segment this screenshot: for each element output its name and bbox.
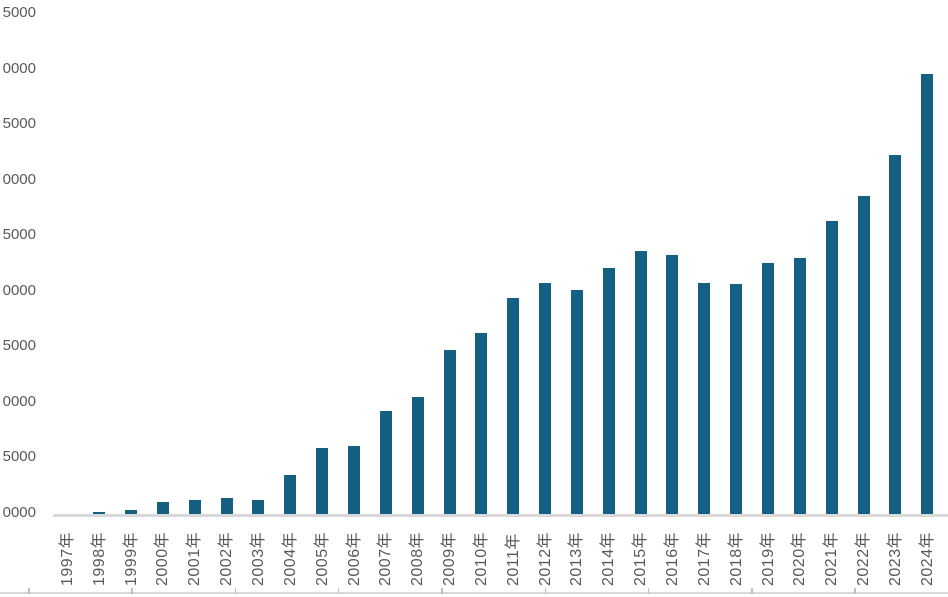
bar-2017年[interactable] — [698, 282, 711, 514]
x-axis-label: 2005年 — [313, 531, 331, 586]
sheet-column-border-tick — [854, 588, 856, 594]
x-axis-label: 2012年 — [536, 531, 554, 586]
sheet-column-border-tick — [544, 588, 546, 594]
x-axis-label: 2007年 — [377, 531, 395, 586]
y-axis-label: 5000 — [2, 448, 36, 466]
x-axis-label: 2021年 — [823, 531, 841, 586]
bar-2011年[interactable] — [507, 297, 520, 514]
x-axis-label: 2024年 — [918, 531, 936, 586]
x-axis-label: 2002年 — [218, 531, 236, 586]
bar-1998年[interactable] — [93, 512, 106, 514]
y-axis-label: 0000 — [2, 504, 36, 521]
x-axis-label: 2008年 — [409, 531, 427, 586]
x-axis-label: 2022年 — [855, 531, 872, 586]
x-axis-label: 2015年 — [632, 531, 650, 586]
sheet-column-border-tick — [647, 588, 650, 594]
bar-2007年[interactable] — [379, 411, 392, 514]
sheet-column-border-tick — [28, 588, 30, 594]
sheet-column-border-tick — [131, 588, 133, 594]
bar-2022年[interactable] — [857, 195, 870, 514]
x-axis-label: 2010年 — [472, 531, 490, 586]
y-axis-label: 0000 — [2, 392, 36, 410]
bar-2004年[interactable] — [284, 475, 297, 514]
bar-2008年[interactable] — [411, 397, 424, 514]
bar-2014年[interactable] — [602, 268, 615, 514]
bar-2020年[interactable] — [793, 257, 806, 514]
sheet-column-border-tick — [751, 588, 753, 594]
y-axis-label: 5000 — [2, 226, 36, 244]
x-axis-label: 2001年 — [186, 531, 204, 586]
sheet-column-border-tick — [441, 588, 443, 594]
bar-2015年[interactable] — [634, 251, 647, 514]
x-axis-label: 2013年 — [568, 531, 586, 586]
bar-2010年[interactable] — [475, 333, 488, 514]
y-axis-label: 0000 — [2, 170, 36, 188]
x-axis-label: 2009年 — [441, 531, 458, 586]
bar-2012年[interactable] — [539, 282, 551, 514]
x-axis-label: 2020年 — [791, 531, 809, 586]
x-axis-label: 2003年 — [249, 531, 267, 586]
x-axis-label: 2019年 — [759, 531, 777, 586]
bar-2021年[interactable] — [825, 220, 838, 514]
bar-1999年[interactable] — [125, 510, 137, 514]
x-axis-label: 2000年 — [154, 531, 172, 586]
x-axis-label: 1997年 — [58, 531, 76, 586]
x-axis-label: 1999年 — [122, 531, 140, 586]
bar-2005年[interactable] — [316, 447, 329, 514]
sheet-column-border-tick — [337, 588, 340, 594]
sheet-row-border-line — [0, 592, 948, 594]
bar-2009年[interactable] — [443, 350, 456, 514]
x-axis-line — [53, 514, 948, 517]
x-axis-label: 2006年 — [345, 531, 363, 586]
bar-2019年[interactable] — [762, 263, 774, 514]
sheet-column-border-tick — [234, 588, 237, 594]
y-axis-label: 5000 — [2, 337, 36, 355]
x-axis-label: 2004年 — [281, 531, 299, 586]
bar-2001年[interactable] — [188, 499, 201, 514]
bar-2018年[interactable] — [730, 284, 743, 514]
bar-2002年[interactable] — [220, 498, 233, 514]
y-axis-label: 0000 — [2, 281, 36, 299]
bar-2013年[interactable] — [570, 290, 583, 514]
x-axis-label: 2016年 — [663, 531, 681, 586]
x-axis-label: 2011年 — [504, 533, 522, 586]
bar-2016年[interactable] — [666, 254, 679, 514]
y-axis-label: 5000 — [2, 4, 36, 21]
bar-2023年[interactable] — [889, 154, 902, 514]
y-axis-label: 0000 — [2, 59, 36, 77]
x-axis-label: 2023年 — [886, 531, 904, 586]
x-axis-label: 2017年 — [695, 531, 713, 586]
bar-2024年[interactable] — [921, 74, 934, 514]
bar-2003年[interactable] — [252, 499, 265, 514]
x-axis-label: 2014年 — [600, 531, 618, 586]
bar-2000年[interactable] — [156, 501, 169, 514]
bar-2006年[interactable] — [348, 446, 360, 514]
y-axis-label: 5000 — [2, 115, 36, 133]
x-axis-label: 1998年 — [90, 531, 108, 586]
x-axis-label: 2018年 — [727, 531, 745, 586]
